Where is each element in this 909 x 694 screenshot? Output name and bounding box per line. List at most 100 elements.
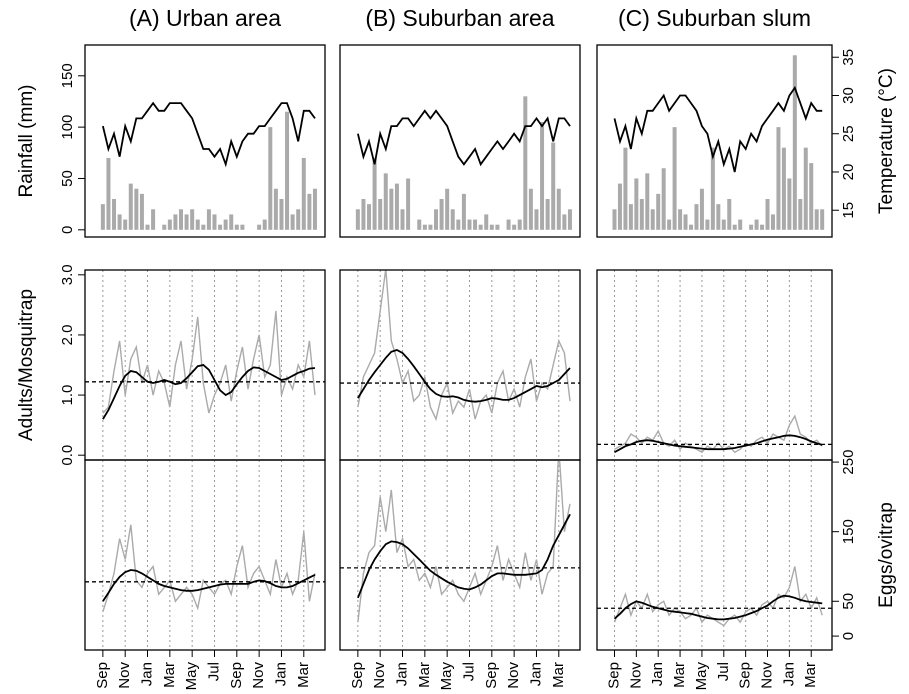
line [613,566,823,627]
rain-bar [760,224,765,230]
line [613,85,823,173]
y2-tick-label: 50 [840,593,857,610]
y2-tick-label: 0 [840,632,857,640]
panel-frame [84,44,326,238]
line [614,434,823,453]
rain-bar [523,96,528,230]
rain-bar [406,178,411,230]
panel-frame [339,44,581,238]
panel [340,460,580,650]
rain-bar [683,214,688,230]
rain-bar [754,219,759,230]
rain-bar [184,214,189,230]
panel-frame [84,459,326,651]
line [357,460,571,623]
line [614,414,823,454]
rain-bar [792,55,797,230]
rain-bar [450,209,455,230]
rain-bar [128,183,133,230]
line [357,109,571,167]
y2-tick-label: 15 [840,202,857,219]
rain-bar [738,219,743,230]
rain-bar [770,214,775,230]
rain-bar [383,173,388,230]
rain-bar [162,224,167,230]
x-tick-label: Nov [505,662,522,689]
rain-bar [179,209,183,230]
panel [355,96,572,230]
rain-bar [787,178,792,230]
x-tick-label: Mar [802,662,819,688]
line [613,594,823,621]
rain-bar [628,204,633,230]
rain-bar [776,127,781,230]
rain-bar [223,219,228,230]
rain-bar [556,188,561,230]
rain-bar [809,163,814,230]
x-tick-label: Nov [371,662,388,689]
y2-tick-label: 20 [840,164,857,181]
rain-bar [268,127,273,230]
y2-tick-label: 30 [840,87,857,104]
rain-bar [229,214,234,230]
x-tick-label: May [438,662,455,691]
line [102,364,316,420]
x-tick-label: Nov [758,662,775,689]
rain-bar [439,199,444,230]
panel-frame [339,459,581,651]
rain-bar [434,209,438,230]
x-tick-label: Mar [295,662,312,688]
line [357,513,571,599]
y2-tick-label: 35 [840,49,857,66]
x-tick-label: Jan [272,662,289,686]
rain-bar [489,224,494,230]
line [357,349,571,403]
y-tick-label: 150 [59,63,76,88]
rain-bar [400,209,405,230]
rain-bar [273,188,278,230]
line [102,569,316,602]
rain-bar [645,173,650,230]
rain-bar [461,193,466,230]
rain-bar [112,199,117,230]
rain-bar [206,209,211,230]
rain-bar [678,209,683,230]
rain-bar [145,224,150,230]
y-tick-label: 2.0 [59,325,76,346]
x-tick-label: Jan [527,662,544,686]
rain-bar [656,193,661,230]
rain-bar [257,224,262,230]
y-tick-label: 1.0 [59,385,76,406]
rain-bar [689,224,693,230]
rain-bar [545,199,550,230]
panel-frame [84,269,326,461]
x-tick-label: Jan [138,662,155,686]
rain-bar [716,204,721,230]
panel [612,55,825,230]
rain-bar [218,224,223,230]
rain-bar [562,214,567,230]
rain-bar [234,224,239,230]
y-tick-label: 0.0 [59,445,76,466]
x-tick-label: Mar [416,662,433,688]
rain-bar [694,204,699,230]
rain-bar [540,122,545,230]
rain-bar [151,209,156,230]
rain-bar [634,178,639,230]
panel-frame [596,44,833,238]
rain-bar [201,224,206,230]
x-tick-label: Sep [228,662,245,689]
rain-bar [285,111,290,230]
rain-bar [506,219,511,230]
rain-bar [361,199,366,230]
rain-bar [623,147,628,230]
rain-bar [661,168,666,230]
y2-tick-label: 150 [840,519,857,544]
rain-bar [378,199,383,230]
x-tick-label: Sep [94,662,111,689]
x-tick-label: Jan [649,662,666,686]
rain-bar [240,224,245,230]
rain-bar [417,219,422,230]
y2-axis-label: Temperature (°C) [876,68,897,214]
panel [597,270,832,460]
